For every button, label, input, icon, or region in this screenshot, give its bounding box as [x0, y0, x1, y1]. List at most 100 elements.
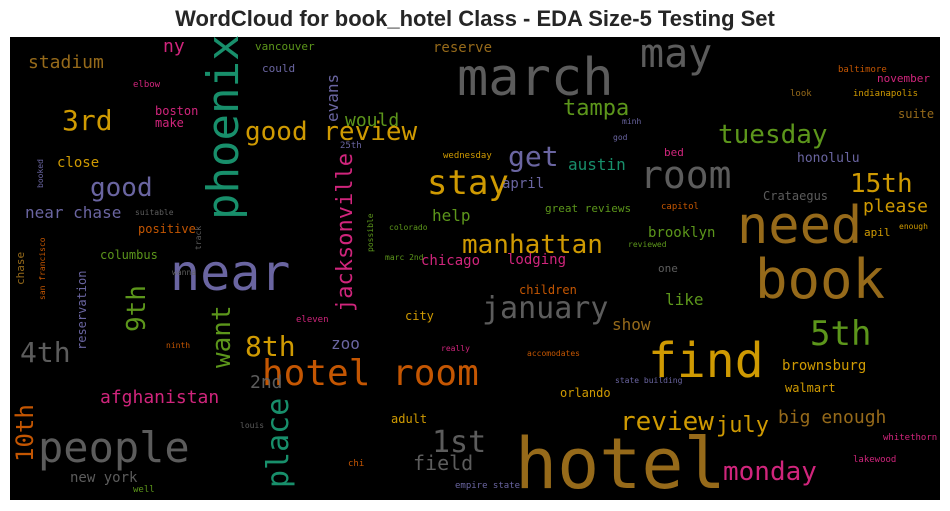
word: lakewood — [853, 455, 896, 465]
word: ninth — [166, 341, 190, 350]
word: close — [57, 155, 99, 171]
word: hotel room — [262, 353, 479, 394]
word: suite — [898, 107, 934, 121]
word: evans — [323, 74, 342, 122]
word: chi — [348, 459, 364, 469]
word: really — [441, 344, 470, 353]
word: enough — [899, 222, 928, 231]
word: could — [262, 62, 295, 75]
word: 1st — [432, 425, 486, 460]
word: ny — [163, 36, 185, 57]
word: jacksonville — [333, 153, 358, 312]
word: indianapolis — [853, 89, 918, 99]
word: help — [432, 206, 471, 225]
chart-title: WordCloud for book_hotel Class - EDA Siz… — [175, 6, 775, 31]
word: walmart — [785, 381, 836, 395]
word: july — [716, 413, 769, 438]
word: april — [502, 176, 544, 192]
word: chase — [14, 252, 27, 285]
word: capitol — [661, 202, 699, 212]
word: colorado — [389, 223, 428, 232]
word: eleven — [296, 315, 329, 325]
word: monday — [723, 457, 817, 487]
word: near chase — [25, 203, 121, 222]
word: brownsburg — [782, 358, 866, 374]
word: 15th — [850, 169, 913, 199]
word: city — [405, 309, 434, 323]
word: empire state — [455, 481, 520, 491]
word: make — [155, 116, 184, 130]
word: boston — [155, 104, 198, 118]
word: new york — [70, 470, 138, 486]
word: wednesday — [443, 151, 492, 161]
word: apil — [864, 226, 891, 239]
word: phoenix — [198, 35, 249, 220]
word: reviewed — [628, 240, 667, 249]
word: marc 2nd — [385, 253, 424, 262]
word: louis — [240, 421, 264, 430]
word: 2nd — [250, 372, 283, 393]
word: show — [612, 315, 651, 334]
cloud-background — [10, 37, 940, 500]
word: track — [194, 226, 203, 250]
word: minh — [622, 117, 641, 126]
word: field — [413, 451, 473, 475]
word: vancouver — [255, 40, 315, 53]
word-cloud: march may phoenix stadium ny vancouver could ev… — [11, 31, 937, 505]
word: tampa — [563, 96, 629, 121]
word: 8th — [245, 330, 296, 363]
word: god — [613, 133, 628, 142]
word: chicago — [421, 253, 480, 269]
word: afghanistan — [100, 387, 219, 408]
word: 3rd — [62, 104, 113, 137]
word: reserve — [433, 40, 492, 56]
word: people — [38, 423, 190, 472]
word: bed — [664, 146, 684, 159]
word: Crataegus — [763, 189, 828, 203]
word: march — [457, 48, 614, 108]
word: want — [207, 305, 237, 368]
word: accomodates — [527, 349, 580, 358]
word: review — [620, 407, 714, 437]
word: good — [90, 173, 153, 203]
word: 25th — [340, 141, 362, 151]
word: please — [863, 196, 928, 217]
word: orlando — [560, 386, 611, 400]
word: november — [877, 72, 930, 85]
word: tuesday — [718, 120, 828, 150]
word: manhattan — [462, 230, 603, 260]
word: 10th — [11, 404, 39, 462]
word: get — [508, 140, 559, 173]
word: may — [640, 31, 712, 77]
word: stadium — [28, 52, 104, 73]
word: would — [345, 110, 399, 131]
word: elbow — [133, 80, 161, 90]
word: 4th — [20, 336, 71, 369]
word: near — [170, 244, 290, 302]
word: brooklyn — [648, 225, 715, 241]
word: state building — [615, 376, 683, 385]
word: suitable — [135, 208, 174, 217]
word: children — [519, 283, 577, 297]
word: one — [658, 262, 678, 275]
word: adult — [391, 412, 427, 426]
word: stay — [427, 163, 509, 203]
word: hotel — [515, 423, 726, 505]
word: positive — [138, 222, 196, 236]
word: possible — [366, 213, 375, 252]
word: like — [665, 290, 704, 309]
word: booked — [36, 159, 45, 188]
word: january — [482, 291, 608, 326]
word: baltimore — [838, 65, 887, 75]
word: zoo — [331, 334, 360, 353]
word: reservation — [75, 271, 89, 350]
word: room — [640, 153, 732, 197]
word: find — [648, 333, 764, 389]
word: place — [261, 398, 296, 488]
word: lodging — [507, 252, 566, 268]
word: well — [133, 485, 155, 495]
word: wanna — [172, 268, 196, 277]
word: good review — [245, 117, 418, 147]
